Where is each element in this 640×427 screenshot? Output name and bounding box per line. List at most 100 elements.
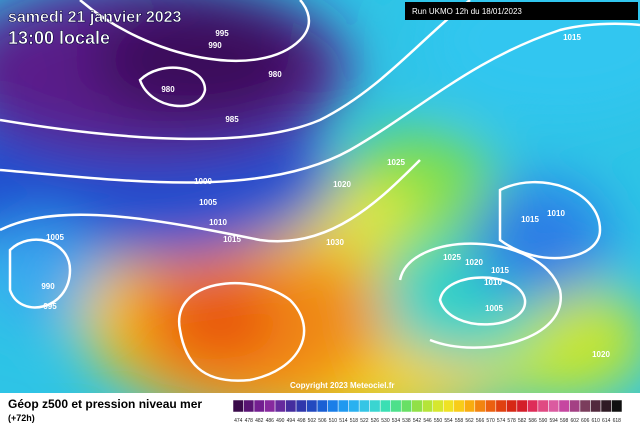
scale-label: 606	[581, 418, 590, 424]
scale-label: 534	[392, 418, 401, 424]
isobar-label: 1015	[491, 266, 509, 275]
isobar-label: 1010	[209, 218, 227, 227]
scale-label: 562	[465, 418, 474, 424]
scale-cell	[485, 399, 497, 413]
scale-label: 594	[549, 418, 558, 424]
scale-cell	[285, 399, 297, 413]
scale-cell	[348, 399, 360, 413]
scale-cell	[506, 399, 518, 413]
scale-label: 546	[423, 418, 432, 424]
isobar-label: 995	[215, 29, 229, 38]
scale-cell	[464, 399, 476, 413]
scale-label: 578	[507, 418, 516, 424]
isobar-label: 1005	[485, 304, 503, 313]
scale-cell	[369, 399, 381, 413]
scale-cell	[411, 399, 423, 413]
scale-cell	[600, 399, 612, 413]
scale-label: 490	[276, 418, 285, 424]
isobar-label: 985	[225, 115, 239, 124]
scale-cell	[253, 399, 265, 413]
isobar-label: 990	[41, 282, 55, 291]
scale-cell	[337, 399, 349, 413]
scale-cell	[432, 399, 444, 413]
scale-cell	[474, 399, 486, 413]
scale-cell	[558, 399, 570, 413]
scale-label: 482	[255, 418, 264, 424]
isobar-label: 1020	[465, 258, 483, 267]
scale-cell	[379, 399, 391, 413]
isobar-label: 1015	[563, 33, 581, 42]
scale-cell	[243, 399, 255, 413]
scale-label: 518	[350, 418, 359, 424]
scale-label: 530	[381, 418, 390, 424]
isobar-label: 995	[43, 302, 57, 311]
scale-label: 590	[539, 418, 548, 424]
run-box	[405, 2, 638, 20]
scale-cell	[400, 399, 412, 413]
scale-cell	[327, 399, 339, 413]
isobar-label: 1000	[194, 177, 212, 186]
scale-label: 510	[329, 418, 338, 424]
isobar-label: 1015	[223, 235, 241, 244]
scale-cell	[232, 399, 244, 413]
scale-cell	[495, 399, 507, 413]
scale-cell	[295, 399, 307, 413]
scale-label: 602	[571, 418, 580, 424]
isobar-label: 1030	[326, 238, 344, 247]
scale-cell	[569, 399, 581, 413]
isobar-label: 1015	[521, 215, 539, 224]
scale-label: 506	[318, 418, 327, 424]
isobars	[0, 0, 640, 382]
isobar-label: 1010	[547, 209, 565, 218]
scale-cell	[306, 399, 318, 413]
scale-cell	[390, 399, 402, 413]
scale-cell	[537, 399, 549, 413]
scale-cell	[548, 399, 560, 413]
isobar-label: 1020	[592, 350, 610, 359]
scale-label: 614	[602, 418, 611, 424]
title: samedi 21 janvier 2023	[8, 9, 182, 26]
scale-cell	[264, 399, 276, 413]
scale-label: 582	[518, 418, 527, 424]
isobar-label: 1010	[484, 278, 502, 287]
run-label: Run UKMO 12h du 18/01/2023	[412, 7, 522, 16]
scale-label: 586	[528, 418, 537, 424]
scale-cell	[527, 399, 539, 413]
isobar-label: 1005	[46, 233, 64, 242]
scale-label: 526	[371, 418, 380, 424]
scale-label: 574	[497, 418, 506, 424]
scale-label: 570	[486, 418, 495, 424]
color-scale: 474 478 482 486 490 494 498 502 506 510 514 518 522 5…	[232, 399, 623, 424]
scale-label: 474	[234, 418, 243, 424]
scale-cell	[590, 399, 602, 413]
scale-label: 522	[360, 418, 369, 424]
scale-cell	[358, 399, 370, 413]
scale-label: 514	[339, 418, 348, 424]
scale-label: 494	[287, 418, 296, 424]
isobar-label: 1005	[199, 198, 217, 207]
scale-cell	[579, 399, 591, 413]
scale-cell	[316, 399, 328, 413]
scale-label: 554	[444, 418, 453, 424]
isobar-label: 980	[268, 70, 282, 79]
scale-label: 542	[413, 418, 422, 424]
scale-label: 550	[434, 418, 443, 424]
scale-cell	[453, 399, 465, 413]
scale-label: 566	[476, 418, 485, 424]
scale-cell	[443, 399, 455, 413]
scale-label: 498	[297, 418, 306, 424]
copyright: Copyright 2023 Meteociel.fr	[290, 381, 394, 390]
scale-label: 598	[560, 418, 569, 424]
scale-cell	[516, 399, 528, 413]
scale-label: 618	[613, 418, 622, 424]
scale-label: 478	[245, 418, 254, 424]
scale-cell	[421, 399, 434, 413]
isobar-label: 990	[208, 41, 222, 50]
lead-time: (+72h)	[8, 413, 35, 423]
scale-label: 610	[592, 418, 601, 424]
scale-label: 502	[308, 418, 317, 424]
isobar-label: 980	[161, 85, 175, 94]
caption: Géop z500 et pression niveau mer	[8, 397, 202, 411]
